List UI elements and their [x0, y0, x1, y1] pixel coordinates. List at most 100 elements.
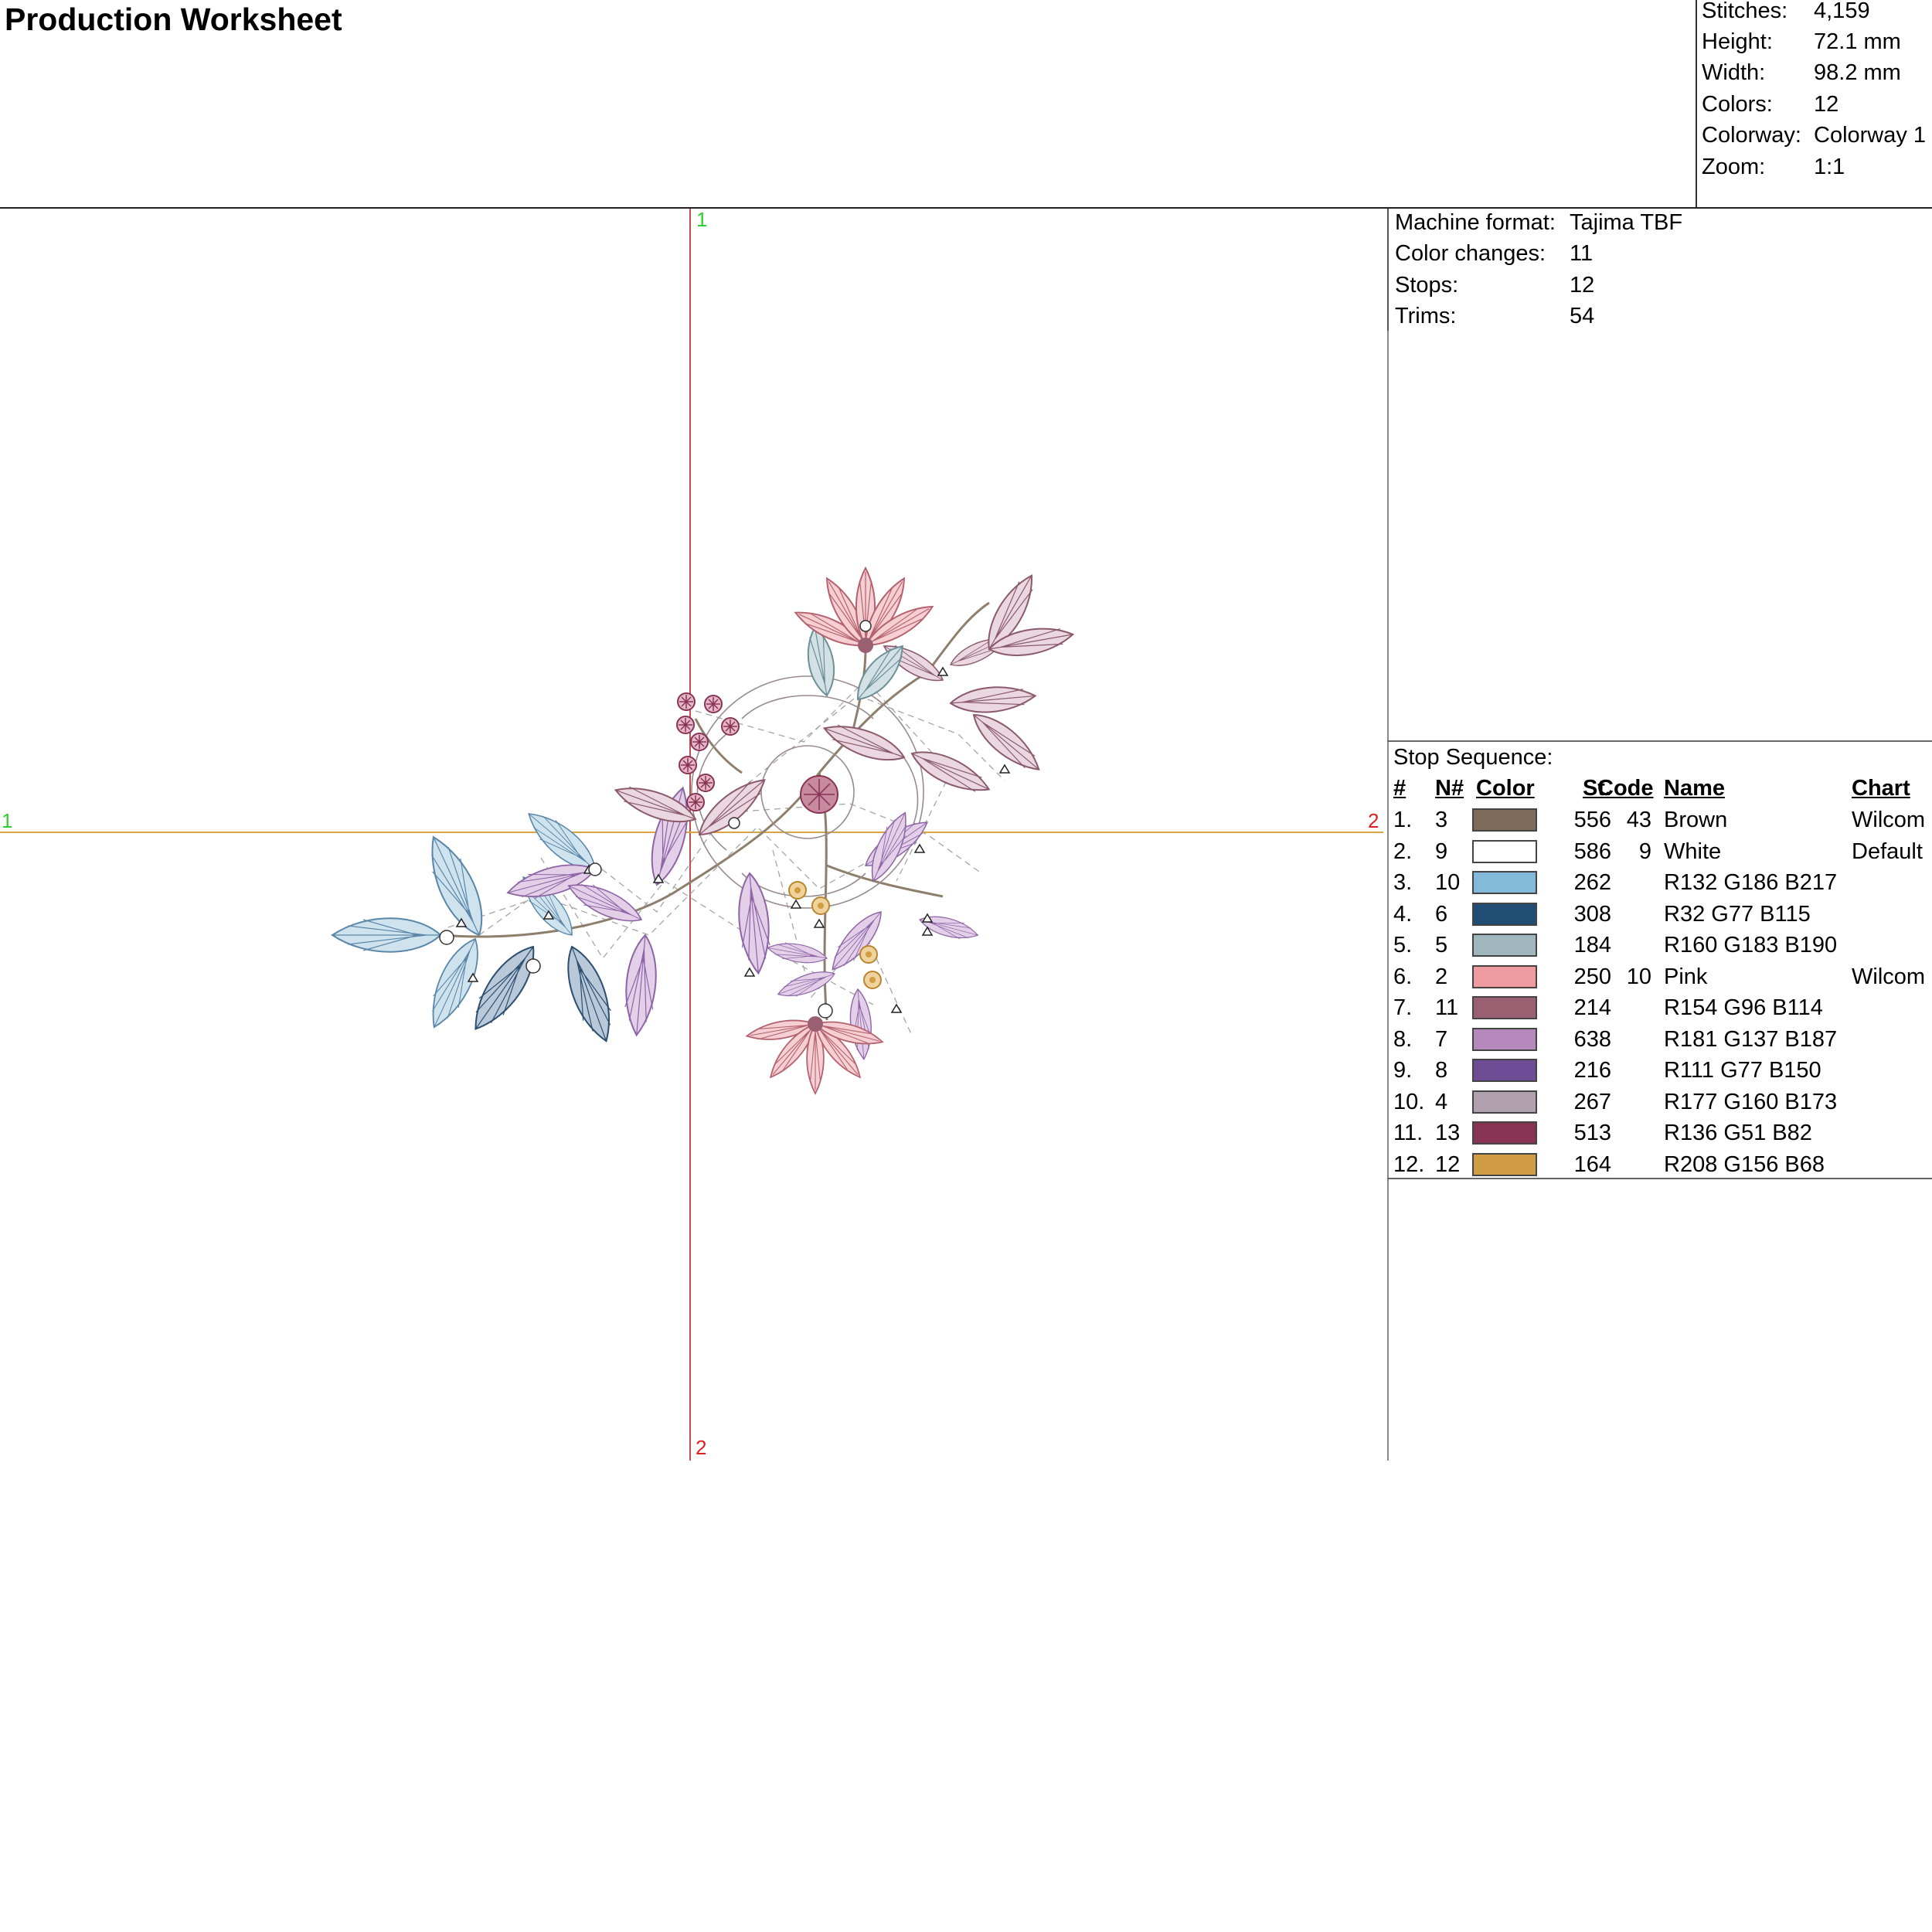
- row-needle: 4: [1435, 1089, 1448, 1114]
- row-stitches: 184: [1573, 933, 1611, 957]
- header-divider: [0, 207, 1932, 209]
- summary-value-colorway: Colorway 1: [1814, 123, 1927, 148]
- row-index: 11.: [1393, 1121, 1423, 1145]
- row-index: 7.: [1393, 995, 1413, 1020]
- row-index: 4.: [1393, 901, 1413, 927]
- row-stitches: 267: [1573, 1089, 1611, 1114]
- row-needle: 3: [1435, 808, 1448, 832]
- row-color-swatch: [1472, 1027, 1537, 1051]
- horizontal-axis-end-label: 2: [1368, 809, 1379, 832]
- row-index: 2.: [1393, 838, 1413, 864]
- row-code: 9: [1638, 838, 1651, 864]
- summary-label-colors: Colors:: [1702, 92, 1773, 117]
- col-header-index: #: [1393, 776, 1406, 801]
- machine-label-trims: Trims:: [1395, 304, 1457, 328]
- row-needle: 10: [1435, 870, 1461, 895]
- summary-value-colors: 12: [1814, 92, 1839, 117]
- rosette-outline: [691, 675, 924, 909]
- row-color-swatch: [1472, 902, 1537, 926]
- row-index: 6.: [1393, 964, 1413, 989]
- row-color-name: R208 G156 B68: [1664, 1151, 1825, 1177]
- right-leaf-spray: [734, 568, 1077, 1061]
- row-stitches: 250: [1573, 964, 1611, 989]
- summary-value-width: 98.2 mm: [1814, 60, 1901, 85]
- row-stitches: 638: [1573, 1026, 1611, 1052]
- col-header-stitches: St.: [1582, 776, 1611, 801]
- row-needle: 9: [1435, 838, 1448, 864]
- row-stitches: 586: [1573, 838, 1611, 864]
- row-chart: Default: [1852, 838, 1923, 864]
- row-needle: 12: [1435, 1151, 1461, 1177]
- machine-value-format: Tajima TBF: [1570, 210, 1683, 235]
- col-header-color: Color: [1476, 776, 1535, 801]
- stop-sequence-title: Stop Sequence:: [1393, 745, 1553, 770]
- row-stitches: 262: [1573, 870, 1611, 895]
- top-flower: [791, 567, 938, 655]
- row-color-swatch: [1472, 1152, 1537, 1176]
- row-index: 5.: [1393, 933, 1413, 957]
- row-stitches: 513: [1573, 1121, 1611, 1145]
- row-color-name: R111 G77 B150: [1664, 1058, 1821, 1083]
- row-color-name: R181 G137 B187: [1664, 1026, 1838, 1052]
- machine-value-color-changes: 11: [1570, 241, 1594, 266]
- row-needle: 6: [1435, 901, 1448, 927]
- machine-label-format: Machine format:: [1395, 210, 1556, 235]
- row-needle: 11: [1435, 995, 1459, 1020]
- machine-info: Machine format: Tajima TBF Color changes…: [1387, 209, 1698, 331]
- row-color-swatch: [1472, 964, 1537, 988]
- machine-label-stops: Stops:: [1395, 273, 1459, 298]
- summary-label-height: Height:: [1702, 29, 1773, 54]
- row-needle: 5: [1435, 933, 1448, 957]
- vertical-axis-end-label: 2: [696, 1436, 706, 1459]
- row-stitches: 214: [1573, 995, 1611, 1020]
- row-color-swatch: [1472, 1121, 1537, 1145]
- col-header-code: Code: [1597, 776, 1654, 801]
- trim-markers: [439, 620, 872, 1019]
- row-stitches: 164: [1573, 1151, 1611, 1177]
- row-stitches: 556: [1573, 808, 1611, 832]
- row-code: 43: [1626, 808, 1651, 832]
- horizontal-axis-start-label: 1: [2, 809, 12, 832]
- row-color-swatch: [1472, 1059, 1537, 1082]
- row-chart: Wilcom: [1852, 964, 1926, 989]
- row-index: 8.: [1393, 1026, 1413, 1052]
- row-needle: 8: [1435, 1058, 1448, 1083]
- row-color-swatch: [1472, 934, 1537, 957]
- row-needle: 7: [1435, 1026, 1448, 1052]
- row-chart: Wilcom: [1852, 808, 1926, 832]
- bottom-flower: [744, 1015, 886, 1094]
- row-needle: 2: [1435, 964, 1448, 989]
- vertical-axis-start-label: 1: [696, 209, 707, 231]
- rosette-center: [800, 775, 838, 814]
- summary-value-stitches: 4,159: [1814, 0, 1870, 23]
- row-color-name: White: [1664, 838, 1722, 864]
- row-color-name: Brown: [1664, 808, 1728, 832]
- row-index: 12.: [1393, 1151, 1425, 1177]
- left-leaf-spray: [332, 770, 774, 1048]
- row-index: 9.: [1393, 1058, 1413, 1083]
- row-code: 10: [1626, 964, 1651, 989]
- summary-value-height: 72.1 mm: [1814, 29, 1901, 54]
- page-title: Production Worksheet: [5, 2, 342, 37]
- machine-label-color-changes: Color changes:: [1395, 241, 1546, 266]
- summary-label-width: Width:: [1702, 60, 1766, 85]
- row-stitches: 216: [1573, 1058, 1611, 1083]
- row-stitches: 308: [1573, 901, 1611, 927]
- row-index: 10.: [1393, 1089, 1425, 1114]
- row-color-name: R136 G51 B82: [1664, 1121, 1812, 1145]
- col-header-name: Name: [1664, 776, 1725, 801]
- row-color-name: R177 G160 B173: [1664, 1089, 1838, 1114]
- row-color-name: R32 G77 B115: [1664, 901, 1811, 927]
- row-color-swatch: [1472, 996, 1537, 1019]
- col-header-chart: Chart: [1852, 776, 1910, 801]
- design-canvas: 1 2 1 2: [0, 209, 1383, 1461]
- row-color-swatch: [1472, 1090, 1537, 1114]
- row-color-swatch: [1472, 839, 1537, 863]
- row-index: 3.: [1393, 870, 1413, 895]
- design-summary: Stitches: 4,159 Height: 72.1 mm Width: 9…: [1696, 0, 1932, 207]
- row-color-swatch: [1472, 808, 1537, 832]
- row-needle: 13: [1435, 1121, 1461, 1145]
- row-color-swatch: [1472, 871, 1537, 894]
- row-color-name: R132 G186 B217: [1664, 870, 1838, 895]
- row-color-name: R154 G96 B114: [1664, 995, 1823, 1020]
